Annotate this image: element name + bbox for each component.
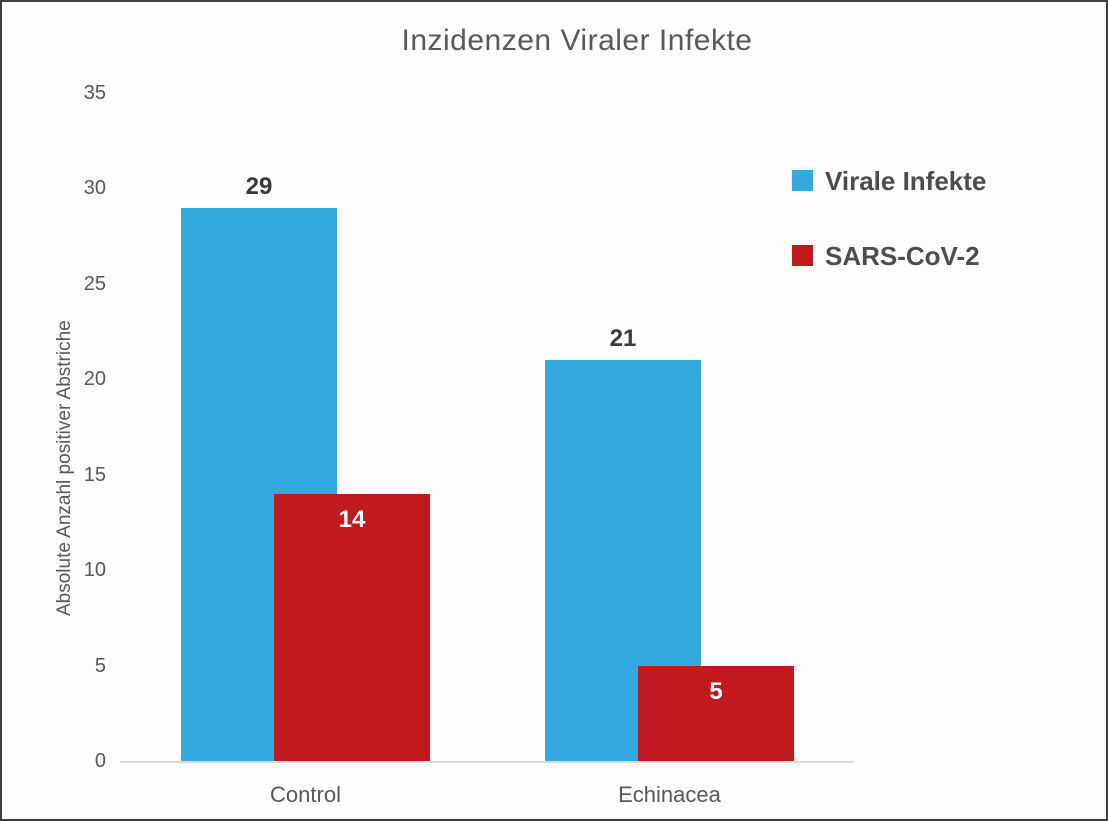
y-tick-label: 15 bbox=[83, 463, 106, 486]
y-tick-label: 0 bbox=[94, 750, 106, 772]
bar-sars-cov-2-echinacea bbox=[638, 665, 794, 761]
y-tick-label: 5 bbox=[94, 654, 106, 677]
bar-data-label: 29 bbox=[245, 172, 273, 200]
legend-label: SARS-CoV-2 bbox=[825, 241, 980, 271]
x-axis-line bbox=[120, 761, 854, 763]
y-tick-label: 30 bbox=[83, 177, 106, 200]
bar-data-label: 14 bbox=[338, 505, 366, 533]
legend-swatch-icon bbox=[792, 170, 813, 191]
chart-title: Inzidenzen Viraler Infekte bbox=[401, 24, 753, 57]
category-label-control: Control bbox=[270, 782, 341, 807]
y-tick-label: 25 bbox=[83, 272, 106, 295]
bar-data-label: 21 bbox=[609, 325, 637, 353]
y-tick-label: 20 bbox=[83, 368, 106, 391]
bar-sars-cov-2-control bbox=[274, 493, 430, 761]
legend-label: Virale Infekte bbox=[825, 166, 987, 196]
category-label-echinacea: Echinacea bbox=[618, 782, 721, 807]
y-tick-label: 10 bbox=[83, 559, 106, 582]
bar-data-label: 5 bbox=[709, 677, 723, 705]
y-tick-label: 35 bbox=[83, 82, 106, 104]
legend-swatch-icon bbox=[792, 245, 813, 266]
